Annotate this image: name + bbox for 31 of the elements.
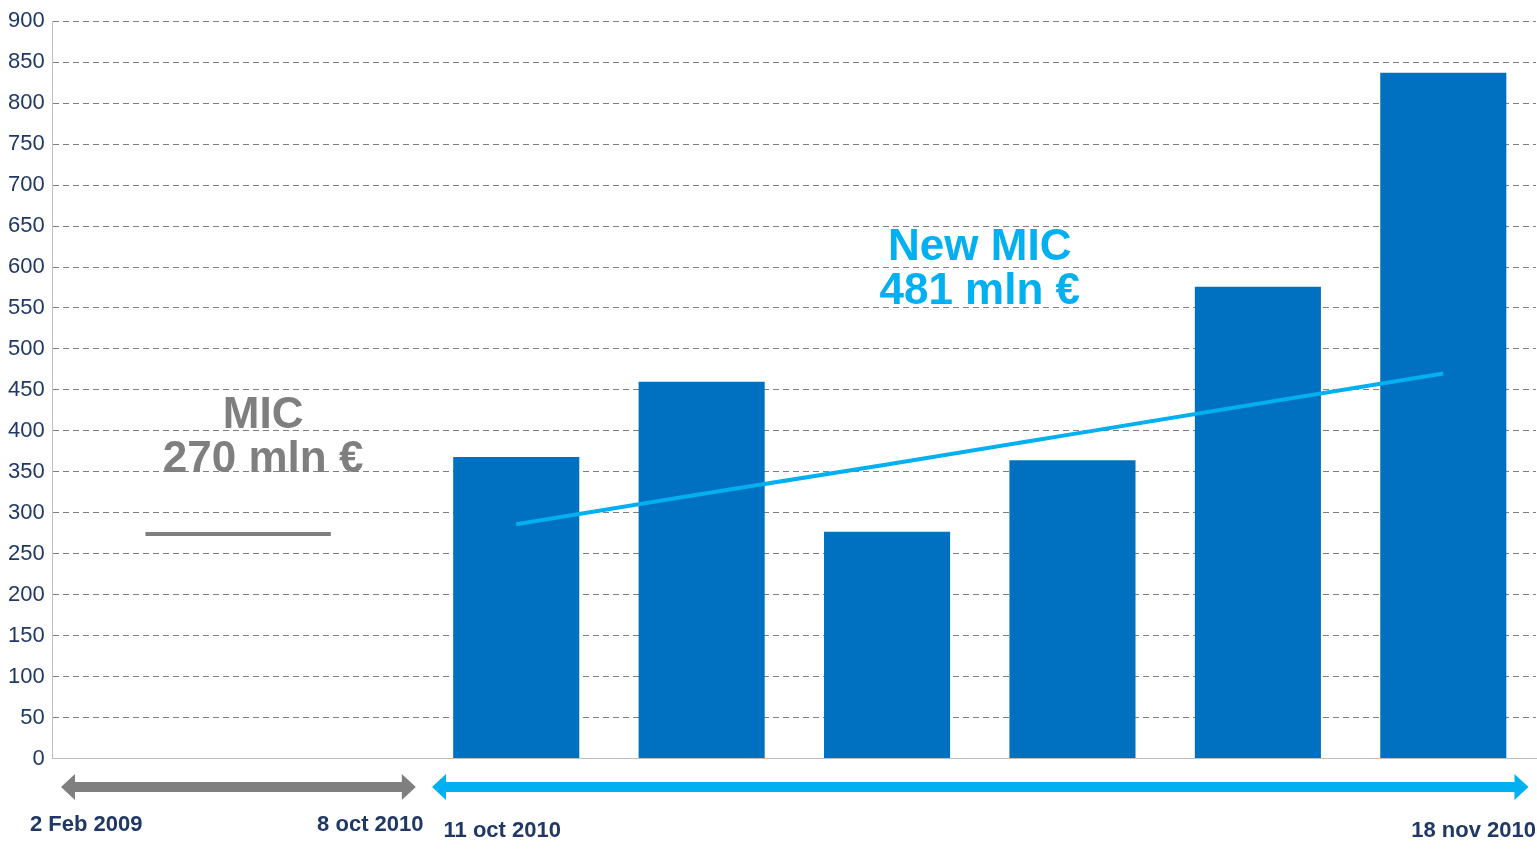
y-tick-label: 400	[7, 416, 45, 442]
bar	[1194, 286, 1321, 759]
y-tick-label: 100	[7, 662, 45, 688]
y-tick-label: 600	[7, 253, 45, 279]
annotation: New MIC 481 mln €	[879, 219, 1081, 313]
y-tick-label: 0	[32, 744, 45, 770]
bar	[1009, 460, 1136, 759]
bar	[1380, 72, 1507, 759]
y-tick-label: 550	[7, 294, 45, 320]
y-tick-label: 350	[7, 457, 45, 483]
text: 11 oct 2010	[443, 816, 561, 842]
bar	[453, 457, 580, 759]
y-tick-label: 300	[7, 498, 45, 524]
y-tick-label: 450	[7, 375, 45, 401]
text: 8 oct 2010	[317, 810, 424, 836]
y-tick-label: 650	[7, 212, 45, 238]
y-tick-label: 800	[7, 89, 45, 115]
bar	[824, 531, 951, 759]
y-tick-label: 900	[7, 7, 45, 33]
y-tick-label: 50	[20, 703, 45, 729]
bar	[638, 381, 765, 759]
y-tick-label: 150	[7, 621, 45, 647]
y-tick-label: 200	[7, 580, 45, 606]
annotation: MIC 270 mln €	[162, 388, 364, 482]
y-tick-label: 750	[7, 130, 45, 156]
text: 18 nov 2010	[1411, 816, 1536, 842]
y-tick-label: 500	[7, 335, 45, 360]
y-tick-label: 700	[7, 171, 45, 197]
y-tick-label: 250	[7, 539, 45, 565]
text: 2 Feb 2009	[30, 810, 143, 836]
y-tick-label: 850	[7, 48, 45, 74]
